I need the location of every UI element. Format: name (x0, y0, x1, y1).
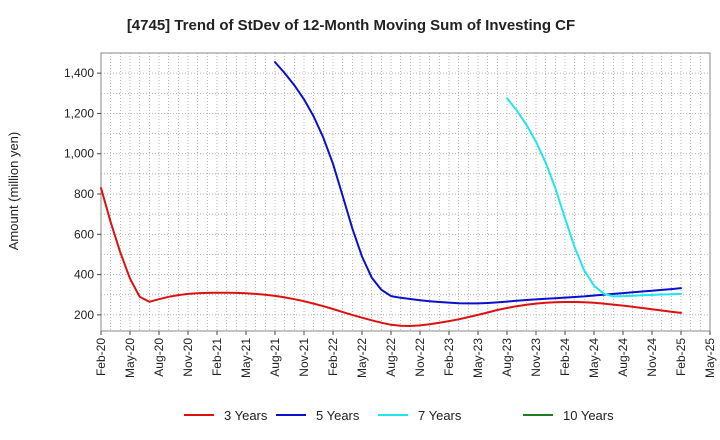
plot-area-frame (100, 52, 711, 332)
x-tick-label: Feb-22 (326, 338, 340, 376)
x-tick-label: Nov-23 (529, 338, 543, 377)
legend-label-3-years: 3 Years (224, 408, 268, 423)
x-tick-label: Feb-25 (674, 338, 688, 376)
x-tick-label: May-23 (471, 338, 485, 378)
legend-label-5-years: 5 Years (316, 408, 360, 423)
y-tick-label: 400 (74, 268, 94, 282)
x-tick-label: May-25 (703, 338, 717, 378)
y-axis-label: Amount (million yen) (6, 132, 21, 251)
y-tick-label: 200 (74, 308, 94, 322)
series-line-7-years (506, 97, 682, 298)
x-tick-label: Aug-24 (616, 338, 630, 377)
x-tick-label: Nov-21 (297, 338, 311, 377)
y-tick-label: 1,400 (64, 66, 94, 80)
x-tick-label: May-24 (587, 338, 601, 378)
y-axis-ticks: 200 400 600 800 1,000 1,200 1,400 (64, 66, 101, 322)
y-tick-label: 800 (74, 187, 94, 201)
x-tick-label: Nov-24 (645, 338, 659, 377)
series-lines (100, 61, 682, 327)
y-tick-label: 1,200 (64, 106, 94, 120)
x-tick-label: May-22 (355, 338, 369, 378)
x-tick-label: Feb-24 (558, 338, 572, 376)
x-tick-label: May-21 (239, 338, 253, 378)
legend-label-7-years: 7 Years (418, 408, 462, 423)
series-line-5-years (274, 61, 682, 305)
grid (101, 53, 710, 331)
x-tick-label: Aug-20 (152, 338, 166, 377)
x-tick-label: Aug-21 (268, 338, 282, 377)
x-tick-label: Aug-23 (500, 338, 514, 377)
x-tick-label: Feb-21 (210, 338, 224, 376)
x-tick-label: Feb-20 (94, 338, 108, 376)
x-axis-ticks: Feb-20 May-20 Aug-20 Nov-20 Feb-21 May-21 Aug-… (94, 331, 717, 378)
legend: 3 Years 5 Years 7 Years 10 Years (184, 408, 614, 423)
x-tick-label: Nov-22 (413, 338, 427, 377)
x-tick-label: Aug-22 (384, 338, 398, 377)
legend-label-10-years: 10 Years (563, 408, 614, 423)
x-tick-label: May-20 (123, 338, 137, 378)
chart-title: [4745] Trend of StDev of 12-Month Moving… (127, 17, 575, 34)
y-tick-label: 600 (74, 227, 94, 241)
y-tick-label: 1,000 (64, 147, 94, 161)
series-line-3-years (100, 187, 682, 327)
x-tick-label: Feb-23 (442, 338, 456, 376)
x-tick-label: Nov-20 (181, 338, 195, 377)
